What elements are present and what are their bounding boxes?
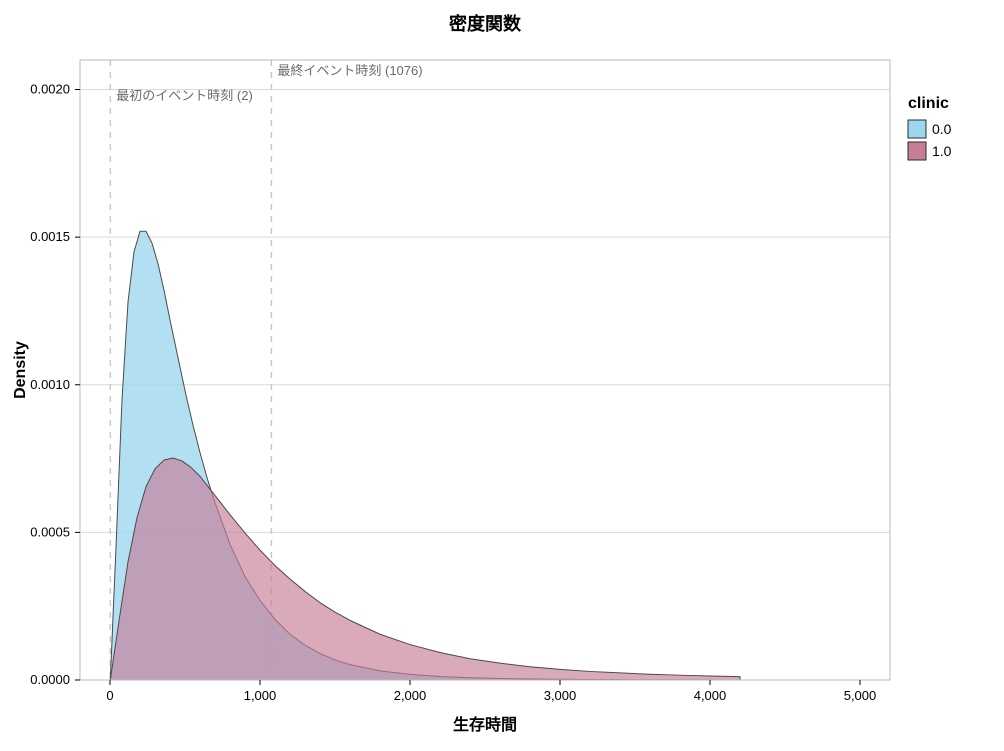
legend-label-0.0: 0.0 — [932, 121, 952, 137]
legend-swatch-0.0 — [908, 120, 926, 138]
x-tick-label: 5,000 — [844, 688, 877, 703]
chart-svg: 最初のイベント時刻 (2) 最終イベント時刻 (1076) 0 1,000 2,000 3… — [0, 0, 1004, 751]
y-tick-label: 0.0020 — [30, 82, 70, 97]
y-tick-label: 0.0015 — [30, 229, 70, 244]
x-tick-label: 4,000 — [694, 688, 727, 703]
legend-title: clinic — [908, 95, 949, 112]
x-tick-label: 2,000 — [394, 688, 427, 703]
x-axis-label: 生存時間 — [453, 715, 517, 734]
density-chart: 最初のイベント時刻 (2) 最終イベント時刻 (1076) 0 1,000 2,000 3… — [0, 0, 1004, 751]
chart-title: 密度関数 — [449, 13, 522, 34]
legend-label-1.0: 1.0 — [932, 143, 952, 159]
reference-label-1: 最終イベント時刻 (1076) — [277, 63, 422, 78]
y-tick-label: 0.0010 — [30, 377, 70, 392]
y-axis-label: Density — [12, 341, 29, 399]
x-tick-label: 3,000 — [544, 688, 577, 703]
y-tick-label: 0.0000 — [30, 672, 70, 687]
x-tick-label: 0 — [106, 688, 113, 703]
y-tick-label: 0.0005 — [30, 524, 70, 539]
reference-label-0: 最初のイベント時刻 (2) — [116, 88, 253, 103]
x-tick-label: 1,000 — [244, 688, 277, 703]
legend-swatch-1.0 — [908, 142, 926, 160]
